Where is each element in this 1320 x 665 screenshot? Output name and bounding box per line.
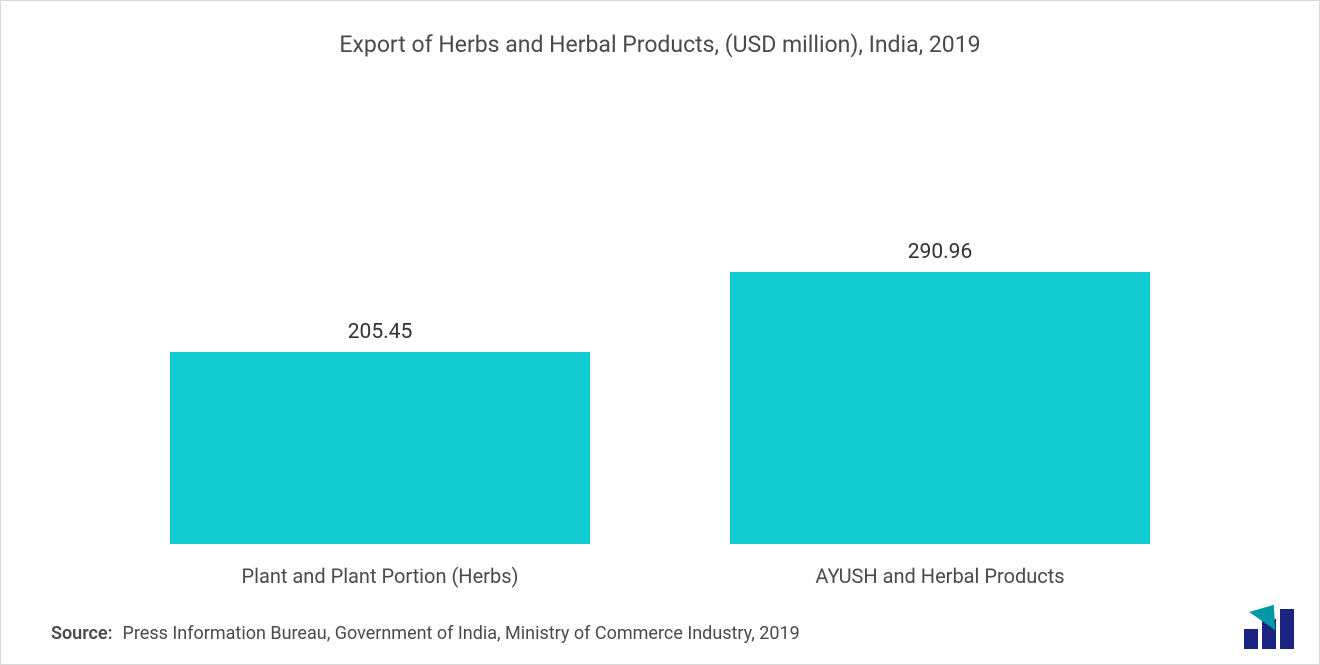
source-text: Press Information Bureau, Government of … (123, 623, 800, 644)
bar-value-0: 205.45 (348, 320, 413, 344)
bar-0 (170, 352, 590, 544)
brand-logo-icon (1244, 609, 1294, 649)
source-attribution: Source: Press Information Bureau, Govern… (51, 623, 1269, 644)
bar-label-0: Plant and Plant Portion (Herbs) (170, 564, 590, 588)
bar-label-1: AYUSH and Herbal Products (730, 564, 1150, 588)
logo-bar (1244, 629, 1258, 649)
chart-container: Export of Herbs and Herbal Products, (US… (1, 1, 1319, 664)
chart-title: Export of Herbs and Herbal Products, (US… (51, 31, 1269, 58)
bar-group-1: 290.96 (730, 240, 1150, 544)
source-label: Source: (51, 623, 113, 644)
bar-value-1: 290.96 (908, 240, 973, 264)
bar-1 (730, 272, 1150, 544)
bar-group-0: 205.45 (170, 320, 590, 544)
category-axis: Plant and Plant Portion (Herbs) AYUSH an… (51, 554, 1269, 588)
chart-plot-area: 205.45 290.96 (51, 78, 1269, 554)
